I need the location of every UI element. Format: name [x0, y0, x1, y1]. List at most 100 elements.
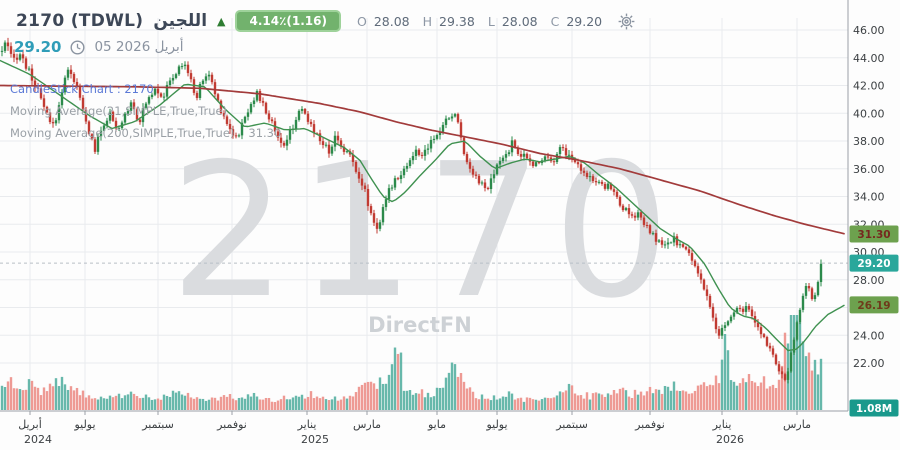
- volume-bar: [579, 395, 583, 410]
- volume-bar: [324, 399, 328, 410]
- volume-bar: [147, 397, 151, 410]
- y-axis-label: 40.00: [853, 107, 885, 120]
- volume-bar: [84, 397, 88, 410]
- volume-bar: [297, 396, 301, 410]
- volume-bar: [174, 392, 178, 410]
- volume-bar: [189, 397, 193, 410]
- candle-body: [33, 80, 37, 88]
- header-bar: 2170 (TDWL) اللجين ▲ 4.14٪(1.16) O 28.08…: [16, 10, 635, 32]
- volume-bar: [135, 396, 139, 410]
- candle-body: [414, 149, 418, 157]
- candle-body: [369, 206, 373, 214]
- volume-bar: [561, 392, 565, 410]
- legend-ma200-value: 31.30: [248, 126, 282, 140]
- volume-bar: [585, 392, 589, 410]
- volume-bar: [798, 322, 802, 410]
- candle-body: [723, 325, 727, 328]
- candle-body: [507, 152, 511, 155]
- volume-bar: [657, 389, 661, 410]
- volume-bar: [588, 399, 592, 410]
- volume-bar: [552, 397, 556, 410]
- candle-body: [285, 139, 289, 146]
- volume-bar: [549, 398, 553, 410]
- candle-body: [669, 242, 673, 244]
- candle-body: [3, 42, 7, 51]
- volume-bar: [336, 400, 340, 410]
- candle-body: [768, 345, 772, 349]
- candle-body: [339, 140, 343, 147]
- low-label: L: [487, 13, 495, 29]
- candle-body: [567, 154, 571, 156]
- candle-body: [168, 80, 172, 86]
- volume-bar: [738, 383, 742, 410]
- candle-body: [486, 187, 490, 189]
- volume-bar: [582, 398, 586, 410]
- volume-bar: [144, 394, 148, 410]
- candle-body: [72, 73, 76, 82]
- volume-bar: [783, 332, 787, 410]
- volume-bar: [390, 364, 394, 410]
- volume-bar: [252, 392, 256, 410]
- volume-bar: [543, 397, 547, 410]
- volume-bar: [132, 393, 136, 410]
- candle-body: [225, 116, 229, 124]
- x-axis-month-label: يوليو: [73, 418, 95, 431]
- candle-body: [741, 308, 745, 312]
- candle-body: [333, 135, 337, 147]
- candle-body: [594, 181, 598, 183]
- volume-bar: [702, 382, 706, 410]
- volume-bar: [612, 390, 616, 410]
- volume-bar: [396, 353, 400, 410]
- x-axis-month-label: يناير: [712, 418, 732, 431]
- volume-bar: [555, 395, 559, 410]
- candle-body: [243, 116, 247, 123]
- volume-bar: [291, 397, 295, 410]
- volume-bar: [564, 390, 568, 410]
- candle-body: [321, 141, 325, 145]
- candle-body: [111, 111, 115, 121]
- candle-body: [117, 128, 121, 130]
- candle-body: [300, 108, 304, 111]
- volume-bar: [186, 392, 190, 410]
- volume-bar: [726, 350, 730, 410]
- volume-bar: [606, 393, 610, 410]
- ma21-line: [0, 59, 845, 352]
- candle-body: [27, 68, 31, 70]
- volume-bar: [480, 394, 484, 410]
- x-axis-year-label: 2025: [301, 433, 329, 446]
- last-price-badge-bg: [849, 254, 899, 272]
- volume-bar: [27, 379, 31, 410]
- settings-gear-icon[interactable]: [618, 13, 635, 30]
- volume-bar: [645, 391, 649, 410]
- volume-bar: [237, 397, 241, 410]
- candle-body: [717, 329, 721, 336]
- volume-bar: [648, 386, 652, 410]
- volume-bar: [438, 387, 442, 410]
- volume-bar: [492, 395, 496, 410]
- volume-bar: [51, 386, 55, 410]
- volume-bar: [615, 393, 619, 410]
- candle-body: [423, 149, 427, 156]
- volume-bar: [576, 395, 580, 410]
- candle-body: [213, 82, 217, 95]
- candle-body: [297, 110, 301, 120]
- open-label: O: [357, 13, 367, 29]
- volume-bar: [603, 396, 607, 410]
- candle-body: [612, 189, 616, 192]
- candle-body: [231, 129, 235, 136]
- volume-bar: [213, 397, 217, 410]
- indicator-legend: CandleStick Chart : 2170 Moving Average(…: [10, 78, 281, 144]
- candle-body: [786, 371, 790, 380]
- volume-bar: [123, 395, 127, 410]
- volume-bar: [153, 399, 157, 410]
- candle-body: [96, 136, 100, 152]
- candle-body: [207, 74, 211, 77]
- volume-bar: [819, 358, 823, 410]
- volume-bar: [753, 382, 757, 410]
- volume-bar: [39, 395, 43, 410]
- candle-body: [375, 222, 379, 229]
- candle-body: [519, 154, 523, 157]
- volume-bar: [801, 341, 805, 410]
- volume-bar: [381, 383, 385, 410]
